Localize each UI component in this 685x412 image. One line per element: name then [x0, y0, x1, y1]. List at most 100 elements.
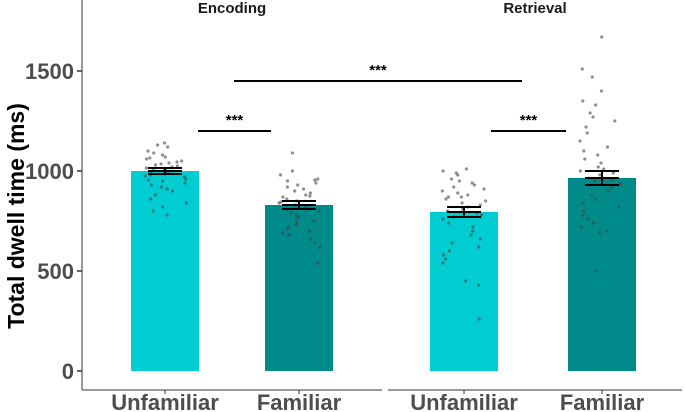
data-point [582, 209, 586, 213]
y-tick-label: 500 [37, 259, 74, 284]
data-point [160, 179, 165, 183]
y-axis-title: Total dwell time (ms) [3, 103, 29, 329]
bar [430, 212, 498, 371]
data-point [167, 161, 171, 165]
data-point [184, 177, 188, 181]
data-point [165, 213, 169, 217]
data-point [293, 189, 297, 193]
data-point [166, 145, 170, 149]
data-point [314, 181, 318, 185]
data-point [591, 115, 595, 119]
data-point [159, 185, 164, 189]
data-point [180, 159, 184, 163]
data-point [478, 203, 482, 207]
x-tick-label: Familiar [257, 390, 342, 412]
data-point [175, 160, 179, 164]
data-point [183, 181, 187, 185]
data-point [151, 209, 155, 213]
data-point [152, 151, 156, 155]
data-point [296, 183, 300, 187]
bar [131, 171, 199, 371]
data-point [290, 151, 295, 155]
data-point [149, 183, 153, 187]
y-tick-label: 0 [62, 359, 74, 384]
data-point [584, 125, 588, 129]
data-point [470, 181, 474, 185]
data-point [294, 217, 298, 221]
data-point [579, 225, 583, 229]
data-point [609, 185, 614, 189]
data-point [146, 178, 150, 182]
data-point [472, 183, 477, 187]
data-point [165, 187, 169, 191]
data-point [478, 237, 482, 241]
data-point [580, 67, 584, 71]
y-tick-label: 1500 [25, 59, 74, 84]
data-point [599, 161, 603, 165]
data-point [443, 257, 448, 261]
data-point [148, 156, 152, 160]
data-point [482, 187, 486, 191]
data-point [287, 233, 291, 237]
data-point [161, 205, 165, 209]
data-point [588, 111, 592, 115]
data-point [159, 162, 163, 166]
significance-label: *** [369, 62, 387, 79]
data-point [460, 201, 464, 205]
axes-layer [77, 0, 682, 394]
data-point [308, 191, 312, 195]
data-point [316, 261, 320, 265]
data-point [308, 229, 312, 233]
data-point [604, 229, 609, 233]
data-point [309, 237, 313, 241]
data-point [294, 223, 298, 227]
data-point [289, 211, 293, 215]
data-point [594, 269, 599, 273]
data-point [441, 217, 445, 221]
data-point [155, 143, 160, 147]
data-point [596, 153, 600, 157]
data-point [281, 195, 285, 199]
data-point [452, 185, 456, 189]
data-point [479, 213, 484, 217]
data-point [476, 245, 481, 249]
labels-layer: 0 500 1000 1500 Total dwell time (ms) Encodin… [3, 0, 645, 412]
data-point [297, 215, 301, 219]
data-point [153, 193, 157, 197]
bar [265, 205, 333, 371]
data-point [581, 99, 585, 103]
data-point [590, 193, 594, 197]
data-point [285, 185, 289, 189]
data-point [606, 189, 610, 193]
data-point [605, 145, 610, 149]
data-point [163, 155, 167, 159]
data-point [313, 178, 317, 182]
data-point [464, 279, 468, 283]
data-point [304, 193, 308, 197]
data-point [281, 231, 285, 235]
data-point [162, 141, 167, 145]
data-point [441, 169, 445, 173]
data-point [175, 164, 179, 168]
data-point [160, 153, 165, 157]
data-point [578, 169, 582, 173]
data-point [442, 253, 446, 257]
data-point [278, 173, 283, 177]
data-point [583, 157, 587, 161]
x-tick-label: Unfamiliar [111, 390, 219, 412]
data-point [313, 241, 317, 245]
data-point [613, 119, 617, 123]
data-point [290, 169, 295, 173]
data-point [447, 221, 451, 225]
data-point [153, 163, 158, 167]
data-point [476, 283, 481, 287]
data-point [440, 189, 444, 193]
data-point [308, 194, 312, 198]
data-point [301, 187, 306, 191]
data-point [602, 167, 606, 171]
marks-layer [131, 35, 636, 371]
data-point [600, 35, 604, 39]
data-point [590, 75, 594, 79]
data-point [441, 261, 445, 265]
